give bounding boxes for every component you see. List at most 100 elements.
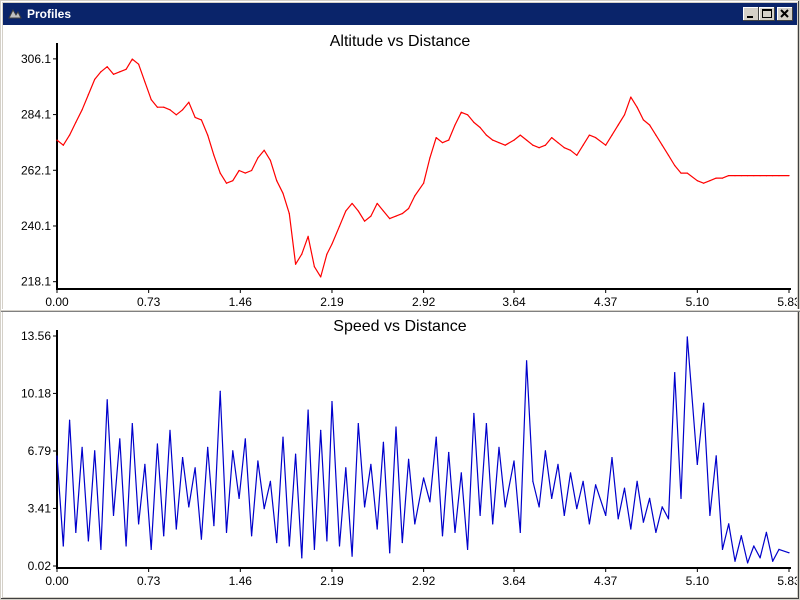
data-point [778,548,780,550]
data-point [364,220,366,222]
data-point [557,463,559,466]
data-point [207,134,209,136]
data-point [94,450,96,452]
data-point [674,372,676,374]
data-point [448,139,450,141]
data-point [75,121,77,124]
data-point [728,174,730,177]
data-point [81,109,83,111]
data-point [244,172,246,174]
data-point [538,506,540,508]
data-point [194,116,196,118]
data-point [551,137,553,139]
data-point [357,423,359,425]
close-button[interactable] [777,7,793,21]
data-point [435,436,437,438]
data-point [238,169,240,172]
data-point [94,78,96,80]
data-point [696,180,698,182]
data-point [479,514,481,516]
data-point [131,423,133,425]
data-point [649,497,651,499]
data-point [163,106,165,108]
data-point [169,109,171,111]
data-point [778,174,780,177]
data-point [351,555,353,557]
data-point [759,557,761,559]
data-point [492,139,494,141]
y-tick-label: 13.56 [21,329,51,343]
x-tick-label: 5.10 [686,295,710,309]
data-point [106,66,108,68]
x-tick-label: 0.00 [45,574,69,588]
maximize-button[interactable] [759,7,775,21]
data-point [150,548,152,550]
data-point [642,119,644,121]
data-point [466,548,469,550]
minimize-button[interactable] [743,7,759,21]
maximize-icon [762,9,772,18]
data-point [636,480,638,483]
data-point [746,174,749,177]
chart-divider[interactable] [1,309,800,312]
data-point [460,472,462,474]
data-point [257,157,259,159]
data-point [557,142,559,144]
data-point [473,121,475,124]
title-bar[interactable]: Profiles [3,3,797,25]
data-point [106,399,108,401]
data-point [351,202,353,205]
data-point [364,506,366,508]
data-point [294,263,297,265]
data-point [338,225,341,227]
data-point [448,451,450,454]
data-point [551,497,553,499]
data-point [232,180,234,182]
data-point [125,68,127,70]
data-point [307,235,309,237]
data-point [734,560,736,562]
data-point [269,480,272,483]
data-point [423,477,425,479]
data-point [696,463,698,466]
data-point [326,540,328,542]
data-point [175,114,177,116]
data-point [181,457,184,459]
data-point [188,101,190,103]
data-point [498,142,500,144]
y-tick-label: 10.18 [21,386,51,400]
data-point [519,134,521,136]
data-point [194,467,196,469]
series-line [56,58,789,278]
x-tick-label: 2.19 [320,295,344,309]
data-point [257,460,259,462]
data-point [734,174,736,177]
data-point [138,63,140,65]
data-point [498,446,500,449]
data-point [655,531,657,533]
data-point [504,506,506,508]
y-tick-label: 306.1 [21,52,51,66]
data-point [282,436,284,438]
data-point [225,531,228,533]
data-point [460,111,462,113]
x-tick-label: 3.64 [502,574,526,588]
data-point [338,545,341,547]
data-point [144,81,146,83]
data-point [721,177,724,179]
y-tick-label: 6.79 [28,444,52,458]
data-point [200,119,202,121]
data-point [569,149,572,151]
data-point [188,506,190,508]
altitude-chart-title: Altitude vs Distance [329,33,471,50]
x-tick-label: 5.83 [777,574,797,588]
data-point [207,446,209,449]
data-point [576,154,578,156]
data-point [68,134,71,136]
data-point [320,429,322,432]
data-point [513,139,515,141]
y-tick-label: 3.41 [28,501,52,515]
data-point [112,73,115,75]
data-point [772,560,774,562]
